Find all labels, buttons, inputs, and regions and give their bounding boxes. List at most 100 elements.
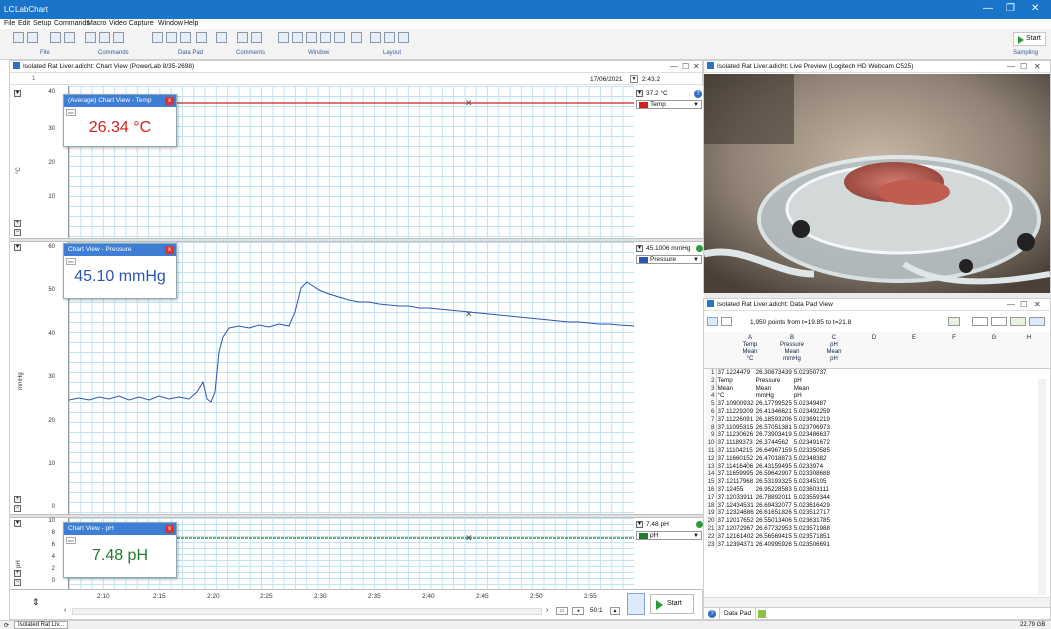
table-cell[interactable]: 5.023603111	[793, 485, 829, 493]
find-plus-icon[interactable]	[99, 32, 110, 43]
table-cell[interactable]: 5.023706973	[793, 423, 830, 431]
temp-channel-menu-icon[interactable]: ▾	[14, 90, 21, 97]
table-cell[interactable]: 37.12117968	[717, 478, 754, 486]
table-row[interactable]: 11 37.11104215 26.64967159 5.023350585	[706, 446, 831, 455]
table-row[interactable]: 7 37.11226091 26.18593206 5.023691219	[706, 415, 831, 424]
window-scope-icon[interactable]	[320, 32, 331, 43]
table-cell[interactable]: 26.64967159	[755, 446, 792, 454]
table-cell[interactable]: 26.40995926	[755, 540, 792, 548]
table-row[interactable]: 17 37.12033911 26.78892011 5.023559344	[706, 493, 831, 502]
pressure-readout-dropdown-icon[interactable]: ▾	[636, 245, 643, 252]
pressure-zoom-in-icon[interactable]: +	[14, 496, 21, 503]
table-cell[interactable]: 26.30873439	[755, 369, 792, 376]
table-cell[interactable]: Mean	[755, 384, 772, 392]
table-cell[interactable]: 37.12394371	[717, 540, 754, 548]
table-cell[interactable]: Temp	[717, 376, 733, 384]
table-cell[interactable]: 26.3744562	[755, 439, 789, 447]
table-cell[interactable]: 5.023308688	[793, 470, 830, 478]
table-row[interactable]: 21 37.12072967 26.67732953 5.023571988	[706, 524, 831, 533]
datapad-horizontal-scrollbar[interactable]	[704, 597, 1050, 607]
chart-close-icon[interactable]: ✕	[693, 62, 700, 71]
scroll-left-icon[interactable]: ‹	[64, 607, 67, 614]
pressure-value-popup[interactable]: Chart View - Pressure x abc 45.10 mmHg	[63, 243, 177, 299]
datapad-view-icon[interactable]	[152, 32, 163, 43]
start-sampling-button[interactable]: Start	[1013, 32, 1046, 46]
table-cell[interactable]: 26.78892011	[755, 493, 792, 501]
datapad-list-icon[interactable]	[721, 317, 732, 326]
channel-divider[interactable]	[10, 514, 704, 518]
table-cell[interactable]: 26.56569415	[755, 532, 792, 540]
channel-divider[interactable]	[10, 238, 704, 242]
scroll-mode-icon[interactable]: ⇕	[32, 597, 40, 607]
ph-popup-close-icon[interactable]: x	[165, 525, 174, 533]
table-cell[interactable]: 26.53193325	[755, 478, 792, 486]
table-cell[interactable]: 37.12072967	[717, 524, 754, 532]
menu-window[interactable]: Window	[158, 20, 183, 27]
table-cell[interactable]: pH	[793, 376, 802, 384]
table-cell[interactable]: 37.1224479	[717, 369, 751, 376]
table-cell[interactable]: 5.02348382	[793, 454, 827, 462]
add-sheet-icon[interactable]	[758, 610, 766, 618]
temp-channel-select[interactable]: Temp ▼	[636, 100, 702, 109]
table-cell[interactable]: 26.73903419	[755, 431, 792, 439]
window-chart-icon[interactable]	[278, 32, 289, 43]
column-h-header[interactable]: H	[1009, 335, 1049, 342]
layout-tile-icon[interactable]	[370, 32, 381, 43]
column-e-header[interactable]: E	[894, 335, 934, 342]
restore-icon[interactable]: ❐	[1006, 3, 1015, 14]
table-row[interactable]: 13 37.11416406 26.43159495 5.0233974	[706, 462, 831, 471]
window-xy-icon[interactable]	[306, 32, 317, 43]
table-row[interactable]: 10 37.11189373 26.3744562 5.023491672	[706, 439, 831, 447]
data-pad-tab[interactable]: Data Pad	[719, 608, 757, 620]
table-cell[interactable]: 37.12017652	[717, 517, 754, 525]
table-cell[interactable]: 5.0233974	[793, 462, 824, 470]
table-cell[interactable]: 5.023506691	[793, 540, 830, 548]
table-row[interactable]: 8 37.11095315 26.57051381 5.023706973	[706, 423, 831, 432]
pressure-zoom-out-icon[interactable]: −	[14, 505, 21, 512]
sync-icon[interactable]: ⟳	[4, 623, 10, 629]
ph-status-icon[interactable]	[696, 521, 703, 528]
open-file-icon[interactable]	[27, 32, 38, 43]
column-a-header[interactable]: A Temp Mean °C	[730, 335, 770, 363]
table-cell[interactable]: 37.12455	[717, 485, 744, 493]
table-cell[interactable]: 5.023492259	[793, 407, 830, 415]
table-cell[interactable]: 5.023691219	[793, 415, 830, 423]
table-cell[interactable]: 37.11230626	[717, 431, 754, 439]
table-cell[interactable]: 26.47018873	[755, 454, 792, 462]
table-cell[interactable]: 37.12324686	[717, 509, 754, 517]
table-row[interactable]: 4 °C mmHg pH	[706, 392, 831, 401]
table-cell[interactable]: 26.59642907	[755, 470, 792, 478]
table-row[interactable]: 23 37.12394371 26.40995926 5.023506691	[706, 540, 831, 549]
datapad-setup-icon[interactable]	[180, 32, 191, 43]
table-cell[interactable]: Pressure	[755, 376, 781, 384]
table-cell[interactable]: 26.57051381	[755, 423, 792, 431]
table-cell[interactable]: 5.023559344	[793, 493, 830, 501]
pressure-status-icon[interactable]	[696, 245, 703, 252]
table-cell[interactable]: 37.12434531	[717, 501, 754, 509]
chart-maximize-icon[interactable]: ☐	[682, 62, 690, 71]
find-icon[interactable]	[85, 32, 96, 43]
table-cell[interactable]: mmHg	[755, 392, 774, 400]
table-cell[interactable]: 5.023616429	[793, 501, 830, 509]
table-cell[interactable]: 26.43159495	[755, 462, 792, 470]
popup-settings-icon[interactable]: abc	[66, 258, 76, 265]
table-cell[interactable]: 37.12161402	[717, 532, 754, 540]
time-dropdown-icon[interactable]: ▼	[630, 75, 638, 83]
table-row[interactable]: 14 37.11659995 26.59642907 5.023308688	[706, 470, 831, 479]
datapad-add-icon[interactable]	[166, 32, 177, 43]
data-pad-table[interactable]: 1 37.1224479 26.30873439 5.02350737 2 Temp Pre…	[706, 369, 831, 549]
table-row[interactable]: 9 37.11230626 26.73903419 5.023486637	[706, 431, 831, 440]
temp-popup-close-icon[interactable]: x	[165, 97, 174, 105]
table-cell[interactable]: 37.11660152	[717, 454, 754, 462]
table-cell[interactable]: 5.02349487	[793, 400, 827, 408]
temp-value-popup[interactable]: (Average) Chart View - Temp x abc 26.34 °…	[63, 94, 177, 147]
table-cell[interactable]: °C	[717, 392, 725, 400]
zoom-fit-icon[interactable]: ▭	[556, 607, 568, 615]
table-cell[interactable]: 37.11095315	[717, 423, 754, 431]
datapad-add-icon[interactable]	[1010, 317, 1026, 326]
zoom-out-time-icon[interactable]: ◂	[572, 607, 584, 615]
table-cell[interactable]: 5.023512717	[793, 509, 830, 517]
ph-channel-select[interactable]: pH ▼	[636, 531, 702, 540]
datapad-menu-icon[interactable]	[196, 32, 207, 43]
